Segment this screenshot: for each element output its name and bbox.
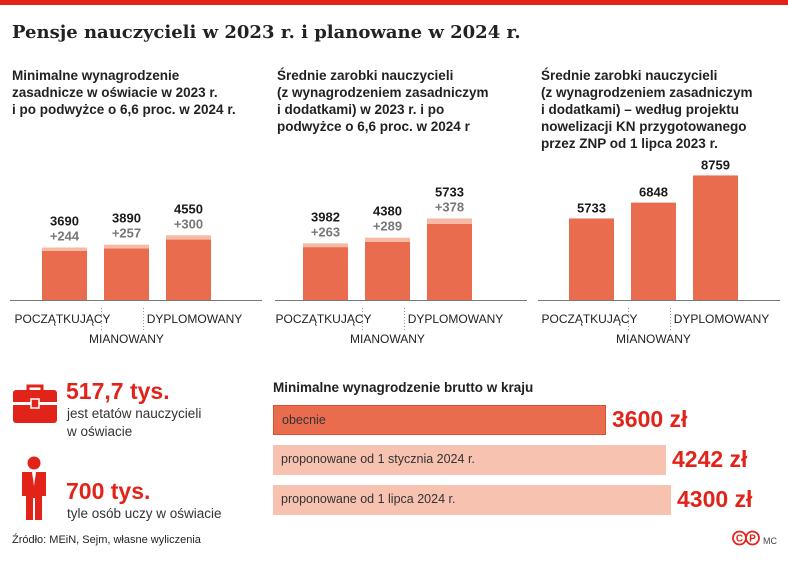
bar-increase	[166, 235, 211, 240]
panel-1-title-line: zasadnicze w oświacie w 2023 r.	[12, 85, 218, 100]
increase-label: +257	[112, 226, 141, 241]
category-label: MIANOWANY	[616, 332, 691, 346]
panel-2-title-line: podwyżce o 6,6 proc. w 2024 r	[277, 119, 470, 134]
panel-3-title: Średnie zarobki nauczycieli (z wynagrodz…	[541, 67, 753, 152]
bar-base	[104, 248, 149, 300]
bar-increase	[303, 243, 348, 248]
panel-2-title: Średnie zarobki nauczycieli (z wynagrodz…	[277, 67, 489, 135]
total-label: 6848	[639, 185, 668, 200]
minimum-wage-title: Minimalne wynagrodzenie brutto w kraju	[273, 380, 534, 395]
stat-1-value: 517,7 tys.	[66, 378, 170, 404]
panel-2-title-line: (z wynagrodzeniem zasadniczym	[277, 85, 489, 100]
increase-label: +300	[174, 216, 203, 231]
category-label: DYPLOMOWANY	[674, 312, 770, 326]
wage-bar: obecnie	[273, 405, 606, 435]
stat-1-caption: jest etatów nauczycieli w oświacie	[67, 405, 201, 441]
stat-2-caption: tyle osób uczy w oświacie	[67, 505, 222, 523]
category-label: MIANOWANY	[350, 332, 425, 346]
wage-value-label: 4300 zł	[677, 486, 753, 512]
category-label: DYPLOMOWANY	[147, 312, 243, 326]
panel-3-title-line: i dodatkami) – według projektu	[541, 102, 740, 117]
bar	[569, 218, 614, 300]
panel-1-title: Minimalne wynagrodzenie zasadnicze w ośw…	[12, 67, 236, 118]
publisher-logo-icon: C P	[732, 530, 760, 546]
panel-2-title-line: Średnie zarobki nauczycieli	[277, 68, 454, 83]
category-label: MIANOWANY	[89, 332, 164, 346]
increase-label: +244	[50, 229, 80, 244]
wage-value-label: 3600 zł	[612, 406, 688, 432]
category-label: POCZĄTKUJĄCY	[541, 312, 637, 326]
svg-text:C: C	[736, 534, 743, 545]
increase-label: +289	[373, 219, 402, 234]
bar-increase	[427, 218, 472, 224]
panel-3-title-line: Średnie zarobki nauczycieli	[541, 68, 718, 83]
panel-3-title-line: nowelizacji KN przygotowanego	[541, 119, 747, 134]
wage-bar-label: proponowane od 1 stycznia 2024 r.	[281, 452, 475, 466]
bar-base	[42, 250, 87, 300]
panel-2-title-line: i dodatkami) w 2023 r. i po	[277, 102, 445, 117]
stat-2-caption-line: tyle osób uczy w oświacie	[67, 506, 222, 521]
total-label: 3890	[112, 211, 141, 226]
wage-bar: proponowane od 1 stycznia 2024 r.	[273, 445, 666, 475]
total-label: 4380	[373, 204, 402, 219]
total-label: 8759	[701, 157, 730, 172]
total-label: 5733	[577, 200, 606, 215]
wage-bar-label: proponowane od 1 lipca 2024 r.	[281, 492, 456, 506]
bar-increase	[365, 237, 410, 242]
bar-base	[365, 241, 410, 300]
wage-bar: proponowane od 1 lipca 2024 r.	[273, 485, 671, 515]
bar-base	[166, 239, 211, 300]
increase-label: +378	[435, 199, 464, 214]
person-icon	[22, 456, 46, 520]
bar-base	[427, 223, 472, 300]
panel-1-title-line: i po podwyżce o 6,6 proc. w 2024 r.	[12, 102, 236, 117]
increase-label: +263	[311, 224, 340, 239]
total-label: 5733	[435, 184, 464, 199]
wage-bar-label: obecnie	[282, 413, 326, 427]
panel-1-title-line: Minimalne wynagrodzenie	[12, 68, 180, 83]
panel-3-title-line: przez ZNP od 1 lipca 2023 r.	[541, 136, 718, 151]
author-initials: MC	[763, 536, 777, 546]
total-label: 3690	[50, 214, 79, 229]
bar-base	[303, 247, 348, 300]
total-label: 3982	[311, 209, 340, 224]
bar	[631, 202, 676, 300]
bar-increase	[104, 244, 149, 249]
top-accent-rule	[0, 0, 788, 5]
svg-text:P: P	[749, 534, 756, 545]
main-title: Pensje nauczycieli w 2023 r. i planowane…	[12, 22, 521, 43]
wage-value-label: 4242 zł	[672, 446, 748, 472]
total-label: 4550	[174, 201, 203, 216]
stat-2-value: 700 tys.	[66, 478, 151, 504]
bar-increase	[42, 247, 87, 251]
source-note: Źródło: MEiN, Sejm, własne wyliczenia	[12, 534, 201, 546]
stat-1-caption-line: w oświacie	[67, 424, 133, 439]
category-label: POCZĄTKUJĄCY	[14, 312, 110, 326]
category-label: DYPLOMOWANY	[408, 312, 504, 326]
panel-3-title-line: (z wynagrodzeniem zasadniczym	[541, 85, 753, 100]
category-label: POCZĄTKUJĄCY	[275, 312, 371, 326]
briefcase-icon	[13, 384, 57, 423]
stat-1-caption-line: jest etatów nauczycieli	[67, 406, 202, 421]
bar	[693, 175, 738, 300]
